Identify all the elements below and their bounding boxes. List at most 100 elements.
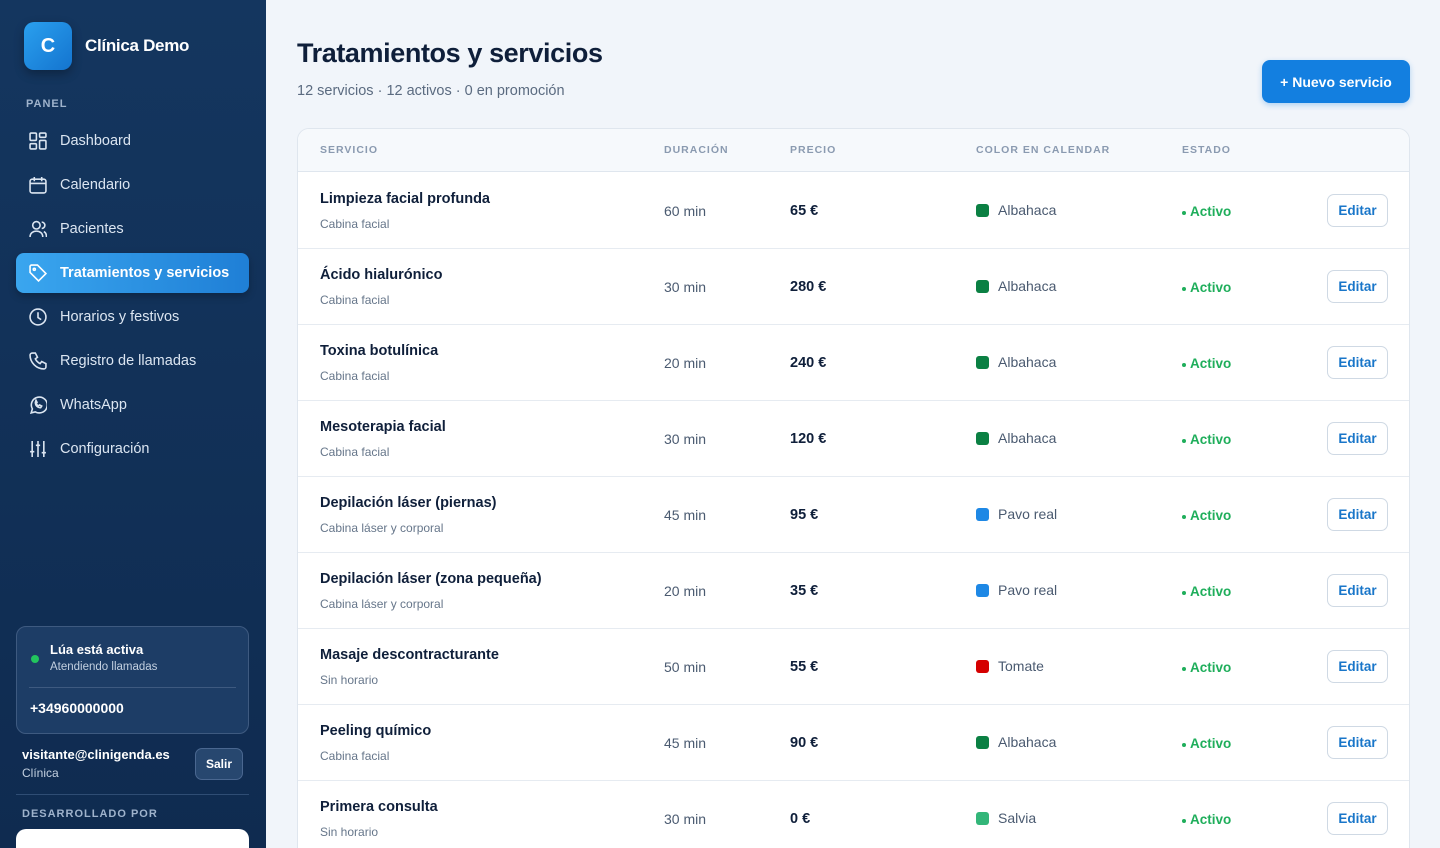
service-location: Cabina láser y corporal	[320, 521, 444, 535]
status-badge: Activo	[1182, 584, 1231, 599]
service-price: 240 €	[790, 355, 827, 371]
nav-icon	[30, 441, 46, 457]
footer-label: DESARROLLADO POR	[22, 808, 158, 820]
service-name: Toxina botulínica	[320, 343, 439, 359]
service-duration: 20 min	[664, 355, 707, 371]
edit-button[interactable]: Editar	[1327, 574, 1388, 607]
service-location: Cabina facial	[320, 445, 390, 459]
nav-icon	[29, 177, 47, 194]
service-price: 0 €	[790, 811, 811, 827]
service-price: 35 €	[790, 583, 819, 599]
color-name: Albahaca	[998, 202, 1057, 218]
status-card: Lúa está activa Atendiendo llamadas +349…	[16, 626, 249, 734]
edit-button[interactable]: Editar	[1327, 802, 1388, 835]
nav-icon	[29, 308, 47, 326]
nav-icon	[29, 396, 47, 414]
service-name: Ácido hialurónico	[320, 267, 443, 283]
color-swatch	[976, 432, 989, 445]
service-duration: 30 min	[664, 431, 707, 447]
status-badge: Activo	[1182, 356, 1231, 371]
column-header: DURACIÓN	[664, 144, 729, 156]
color-swatch	[976, 736, 989, 749]
nav-item[interactable]: Horarios y festivos	[16, 297, 249, 337]
color-swatch	[976, 356, 989, 369]
service-price: 120 €	[790, 431, 827, 447]
service-name: Depilación láser (zona pequeña)	[320, 571, 542, 587]
brand: Clínica Demo	[85, 36, 190, 55]
main: Tratamientos y servicios 12 servicios · …	[266, 0, 1440, 848]
table-row: Primera consulta Sin horario 30 min 0 € Salv…	[298, 781, 1409, 848]
service-name: Primera consulta	[320, 799, 438, 815]
table-header: SERVICIO DURACIÓN PRECIO COLOR EN CALENDAR E…	[298, 129, 1409, 172]
service-price: 95 €	[790, 507, 819, 523]
service-price: 280 €	[790, 279, 827, 295]
nav-icon	[29, 352, 47, 370]
table-row: Depilación láser (piernas) Cabina láser y…	[298, 477, 1409, 553]
edit-button[interactable]: Editar	[1327, 422, 1388, 455]
nav-item[interactable]: Tratamientos y servicios	[16, 253, 249, 293]
edit-button[interactable]: Editar	[1327, 498, 1388, 531]
service-name: Masaje descontracturante	[320, 647, 499, 663]
status-badge: Activo	[1182, 736, 1231, 751]
service-location: Cabina facial	[320, 293, 390, 307]
service-location: Cabina facial	[320, 749, 390, 763]
color-name: Albahaca	[998, 734, 1057, 750]
status-badge: Activo	[1182, 660, 1231, 675]
service-duration: 60 min	[664, 203, 707, 219]
new-service-button[interactable]: + Nuevo servicio	[1262, 60, 1410, 103]
service-location: Cabina láser y corporal	[320, 597, 444, 611]
table-row: Depilación láser (zona pequeña) Cabina lá…	[298, 553, 1409, 629]
status-phone: +34960000000	[30, 700, 124, 716]
page-title: Tratamientos y servicios	[297, 38, 603, 68]
color-name: Salvia	[998, 810, 1037, 826]
edit-button[interactable]: Editar	[1327, 194, 1388, 227]
color-swatch	[976, 812, 989, 825]
color-name: Albahaca	[998, 430, 1057, 446]
divider	[16, 794, 249, 795]
service-name: Limpieza facial profunda	[320, 191, 490, 207]
service-location: Sin horario	[320, 673, 379, 687]
edit-button[interactable]: Editar	[1327, 346, 1388, 379]
logo: C	[24, 22, 72, 70]
status-subtitle: Atendiendo llamadas	[50, 661, 158, 673]
service-duration: 50 min	[664, 659, 707, 675]
status-dot	[31, 655, 39, 663]
column-header: COLOR EN CALENDAR	[976, 144, 1111, 156]
edit-button[interactable]: Editar	[1327, 650, 1388, 683]
color-swatch	[976, 584, 989, 597]
service-price: 65 €	[790, 203, 819, 219]
nav-item[interactable]: Registro de llamadas	[16, 341, 249, 381]
color-name: Pavo real	[998, 582, 1058, 598]
column-header: SERVICIO	[320, 144, 378, 156]
partner-logo[interactable]	[16, 829, 249, 848]
nav-item[interactable]: Dashboard	[16, 121, 249, 161]
color-swatch	[976, 280, 989, 293]
service-name: Depilación láser (piernas)	[320, 495, 497, 511]
color-name: Tomate	[998, 658, 1044, 674]
divider	[29, 687, 236, 688]
status-title: Lúa está activa	[50, 642, 144, 657]
edit-button[interactable]: Editar	[1327, 726, 1388, 759]
nav-icon	[29, 132, 47, 150]
service-price: 55 €	[790, 659, 819, 675]
nav-item[interactable]: Calendario	[16, 165, 249, 205]
table-row: Ácido hialurónico Cabina facial 30 min 280 …	[298, 249, 1409, 325]
user-role: Clínica	[22, 766, 59, 780]
service-duration: 45 min	[664, 507, 707, 523]
service-duration: 30 min	[664, 279, 707, 295]
nav-item[interactable]: Pacientes	[16, 209, 249, 249]
column-header: PRECIO	[790, 144, 837, 156]
nav-item[interactable]: Configuración	[16, 429, 249, 469]
service-name: Peeling químico	[320, 723, 432, 739]
service-price: 90 €	[790, 735, 819, 751]
table-row: Peeling químico Cabina facial 45 min 90 € Al…	[298, 705, 1409, 781]
service-duration: 20 min	[664, 583, 707, 599]
logout-button[interactable]: Salir	[195, 748, 243, 780]
service-duration: 45 min	[664, 735, 707, 751]
nav-icon	[29, 220, 47, 238]
nav-item[interactable]: WhatsApp	[16, 385, 249, 425]
sidebar: C Clínica Demo PANEL Dashboard Calendario…	[0, 0, 266, 848]
edit-button[interactable]: Editar	[1327, 270, 1388, 303]
